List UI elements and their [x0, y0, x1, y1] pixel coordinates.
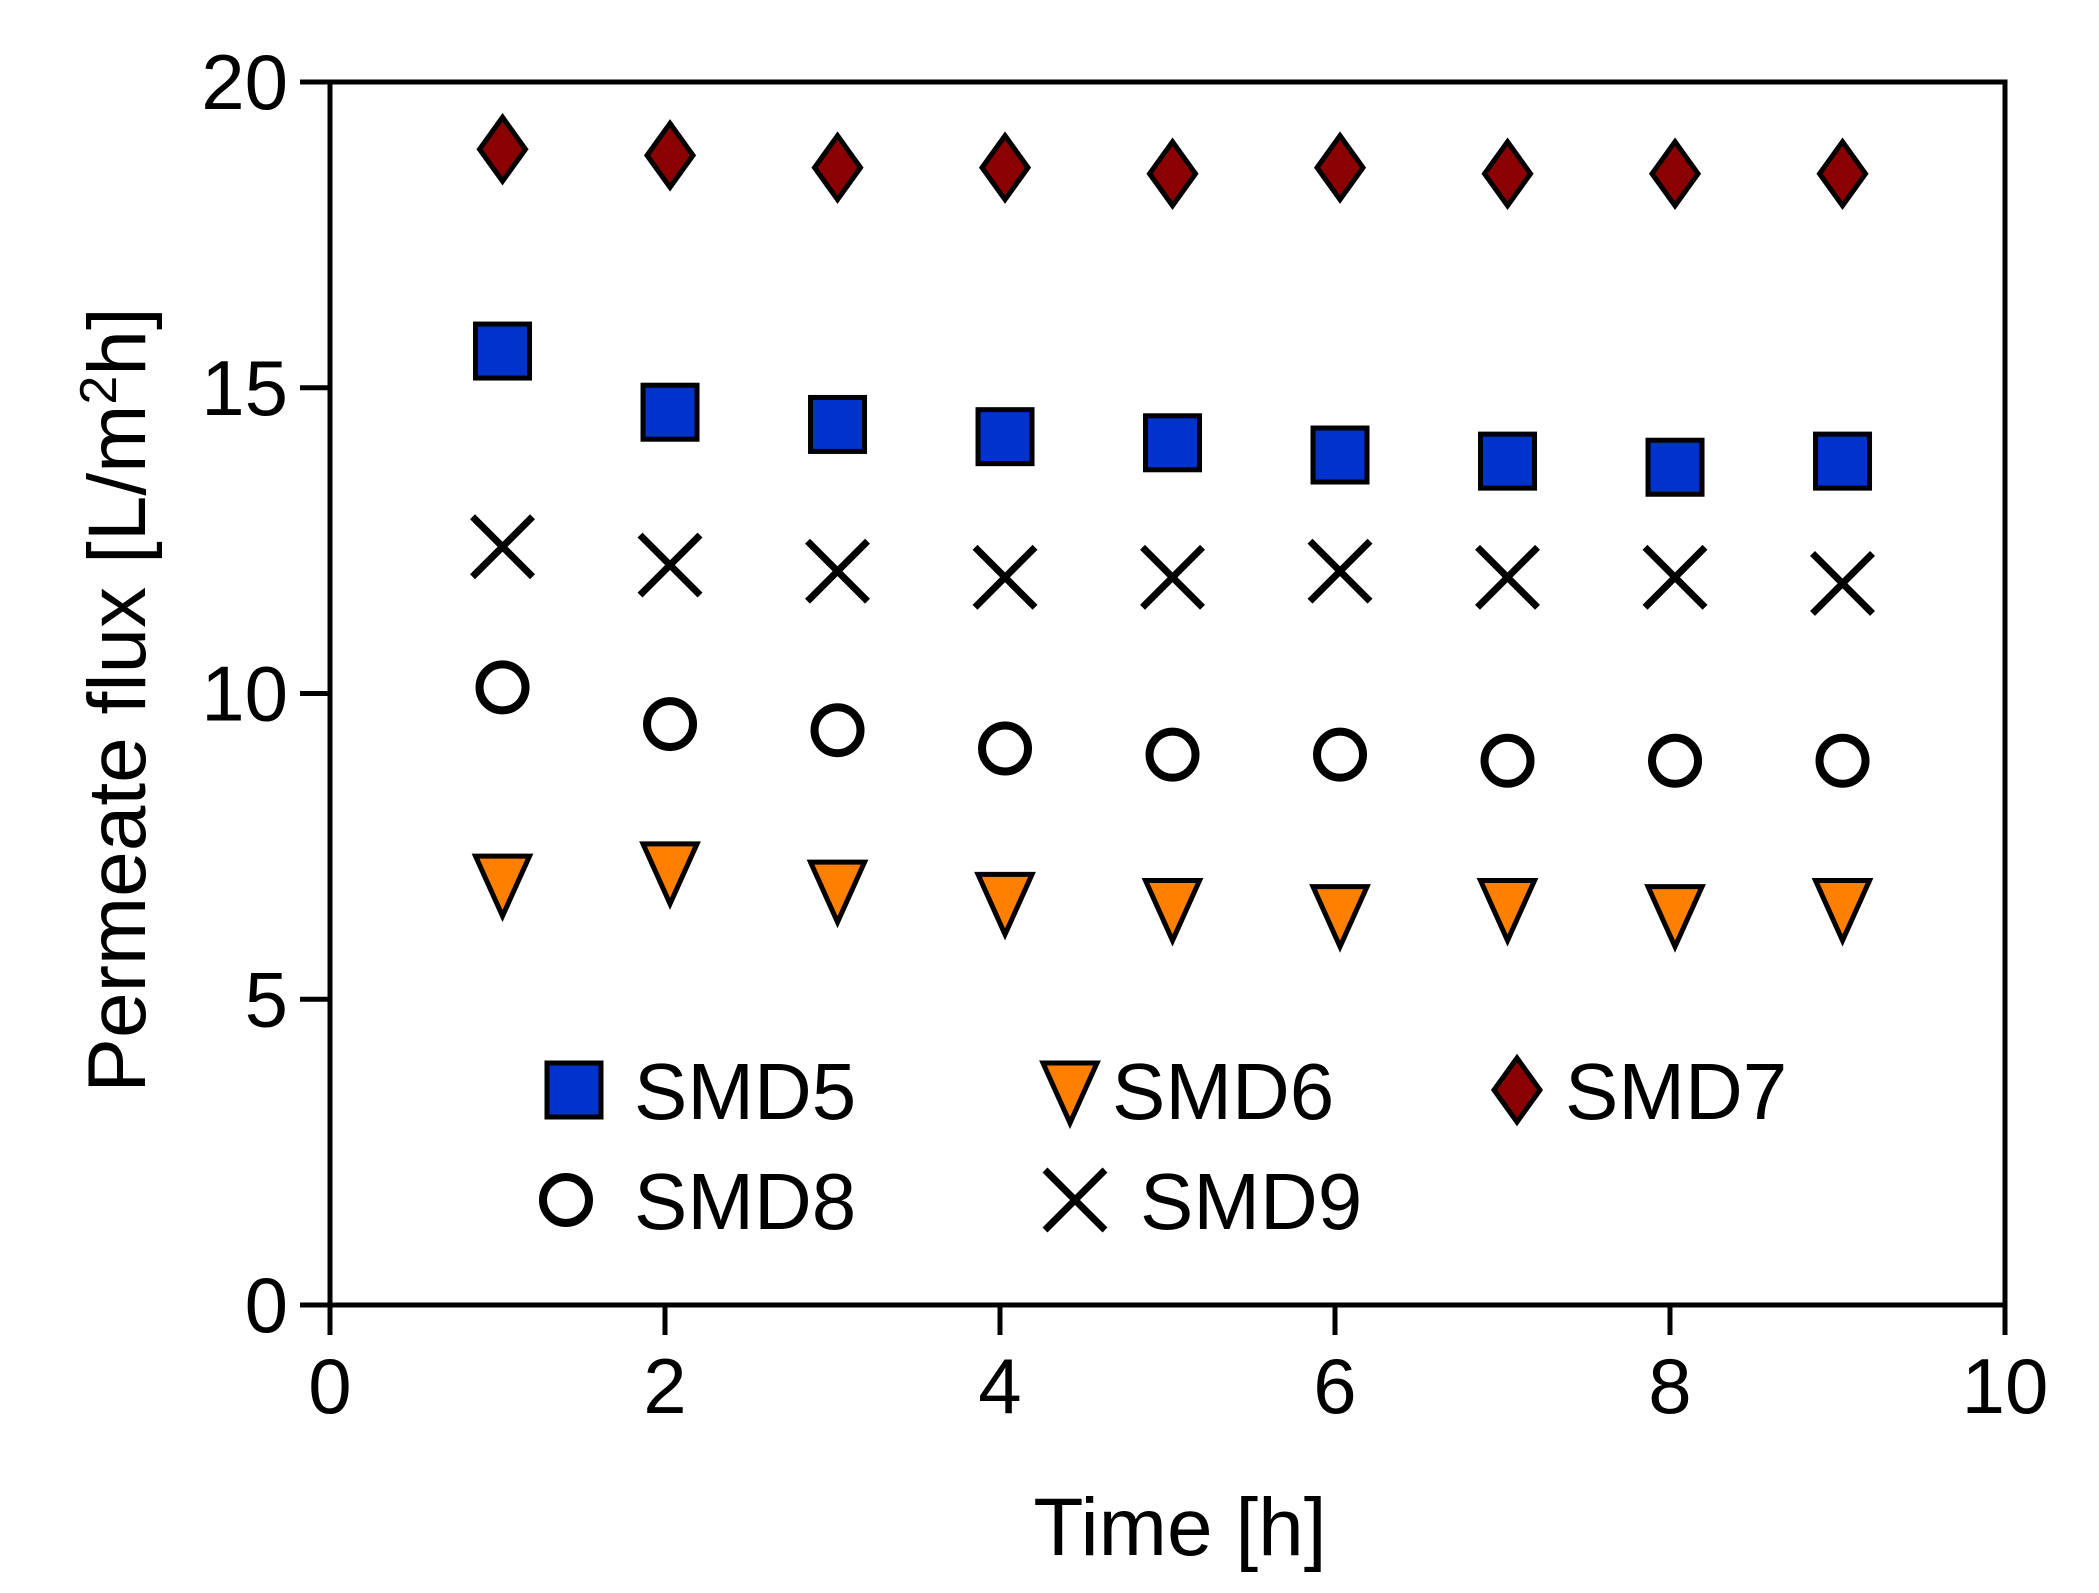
x-axis-title: Time [h] — [1033, 1482, 1326, 1573]
legend-entry-smd9: SMD9 — [1042, 1157, 1362, 1246]
data-point-smd7 — [1313, 131, 1367, 204]
data-point-smd6 — [1309, 884, 1371, 953]
data-point-smd5 — [1143, 413, 1203, 473]
legend-marker-smd5 — [544, 1060, 604, 1120]
data-point-smd6 — [639, 841, 701, 910]
data-point-smd8 — [1480, 733, 1535, 788]
legend-label-smd6: SMD6 — [1112, 1047, 1334, 1136]
y-tick-label: 5 — [245, 955, 288, 1043]
data-point-smd8 — [978, 721, 1033, 776]
legend-label-smd8: SMD8 — [634, 1157, 856, 1246]
data-point-smd7 — [1481, 137, 1534, 211]
data-point-smd8 — [810, 703, 865, 758]
data-point-smd9 — [1642, 544, 1708, 610]
data-point-smd9 — [972, 544, 1038, 610]
data-point-smd7 — [643, 119, 697, 192]
legend-marker-smd7 — [1490, 1053, 1544, 1127]
legend-marker-smd9 — [1042, 1167, 1108, 1233]
data-point-smd5 — [1310, 425, 1370, 485]
data-point-smd5 — [808, 394, 868, 454]
legend-entry-smd6: SMD6 — [1039, 1047, 1334, 1136]
legend-entry-smd8: SMD8 — [539, 1157, 856, 1246]
data-point-smd8 — [1648, 733, 1703, 788]
y-axis: 0 5 10 15 20 — [201, 38, 330, 1349]
data-point-smd5 — [473, 321, 533, 381]
data-point-smd5 — [1478, 431, 1538, 491]
legend-label-smd5: SMD5 — [634, 1047, 856, 1136]
data-point-smd6 — [1476, 878, 1539, 947]
data-point-smd7 — [1648, 137, 1702, 211]
data-point-smd5 — [640, 382, 700, 442]
data-point-smd6 — [1141, 878, 1204, 947]
y-tick-label: 15 — [201, 344, 288, 432]
y-axis-title: Permeate flux [L/m2h] — [70, 307, 163, 1092]
data-point-smd7 — [476, 112, 529, 186]
x-tick-label: 0 — [308, 1342, 351, 1430]
x-tick-label: 10 — [1962, 1342, 2049, 1430]
y-axis-title-superscript: 2 — [70, 376, 128, 405]
y-tick-label: 20 — [201, 38, 288, 126]
data-point-smd8 — [475, 660, 530, 715]
data-point-smd6 — [1811, 878, 1874, 947]
series-smd5 — [473, 321, 1873, 497]
data-point-smd8 — [643, 697, 698, 752]
data-point-smd9 — [1307, 538, 1373, 604]
data-point-smd5 — [975, 407, 1035, 467]
legend-marker-smd8 — [539, 1173, 593, 1227]
x-tick-label: 8 — [1648, 1342, 1691, 1430]
data-point-smd6 — [471, 853, 534, 923]
series-smd8 — [475, 660, 1870, 788]
data-point-smd9 — [805, 538, 870, 604]
data-point-smd7 — [978, 131, 1032, 204]
data-point-smd7 — [1816, 137, 1869, 211]
data-markers — [470, 112, 1876, 953]
legend-entry-smd5: SMD5 — [544, 1047, 856, 1136]
x-tick-label: 4 — [978, 1342, 1021, 1430]
x-tick-label: 2 — [643, 1342, 686, 1430]
data-point-smd6 — [1644, 884, 1706, 953]
data-point-smd8 — [1145, 727, 1200, 782]
data-point-smd6 — [806, 859, 869, 929]
data-point-smd9 — [1475, 544, 1541, 610]
series-smd9 — [470, 514, 1876, 616]
x-axis: 0 2 4 6 8 10 — [308, 1305, 2048, 1430]
y-tick-label: 10 — [201, 650, 288, 738]
legend-marker-smd6 — [1039, 1060, 1101, 1130]
data-point-smd6 — [974, 871, 1036, 941]
legend-entry-smd7: SMD7 — [1490, 1047, 1787, 1136]
y-axis-title-main: Permeate flux [L/m — [72, 405, 163, 1093]
data-point-smd8 — [1313, 727, 1368, 782]
legend-label-smd9: SMD9 — [1140, 1157, 1362, 1246]
legend: SMD5 SMD6 SMD7 SMD8 SMD9 — [539, 1047, 1787, 1246]
series-smd7 — [476, 112, 1869, 211]
data-point-smd9 — [637, 532, 703, 598]
data-point-smd7 — [1146, 137, 1199, 211]
series-smd6 — [471, 841, 1874, 953]
data-point-smd9 — [1140, 544, 1206, 610]
data-point-smd5 — [1813, 431, 1873, 491]
y-axis-title-end: h] — [72, 307, 163, 375]
y-tick-label: 0 — [245, 1261, 288, 1349]
data-point-smd9 — [470, 514, 535, 580]
data-point-smd9 — [1810, 550, 1876, 616]
legend-label-smd7: SMD7 — [1565, 1047, 1787, 1136]
x-tick-label: 6 — [1313, 1342, 1356, 1430]
data-point-smd7 — [811, 131, 864, 204]
data-point-smd8 — [1815, 733, 1870, 788]
data-point-smd5 — [1645, 437, 1705, 497]
